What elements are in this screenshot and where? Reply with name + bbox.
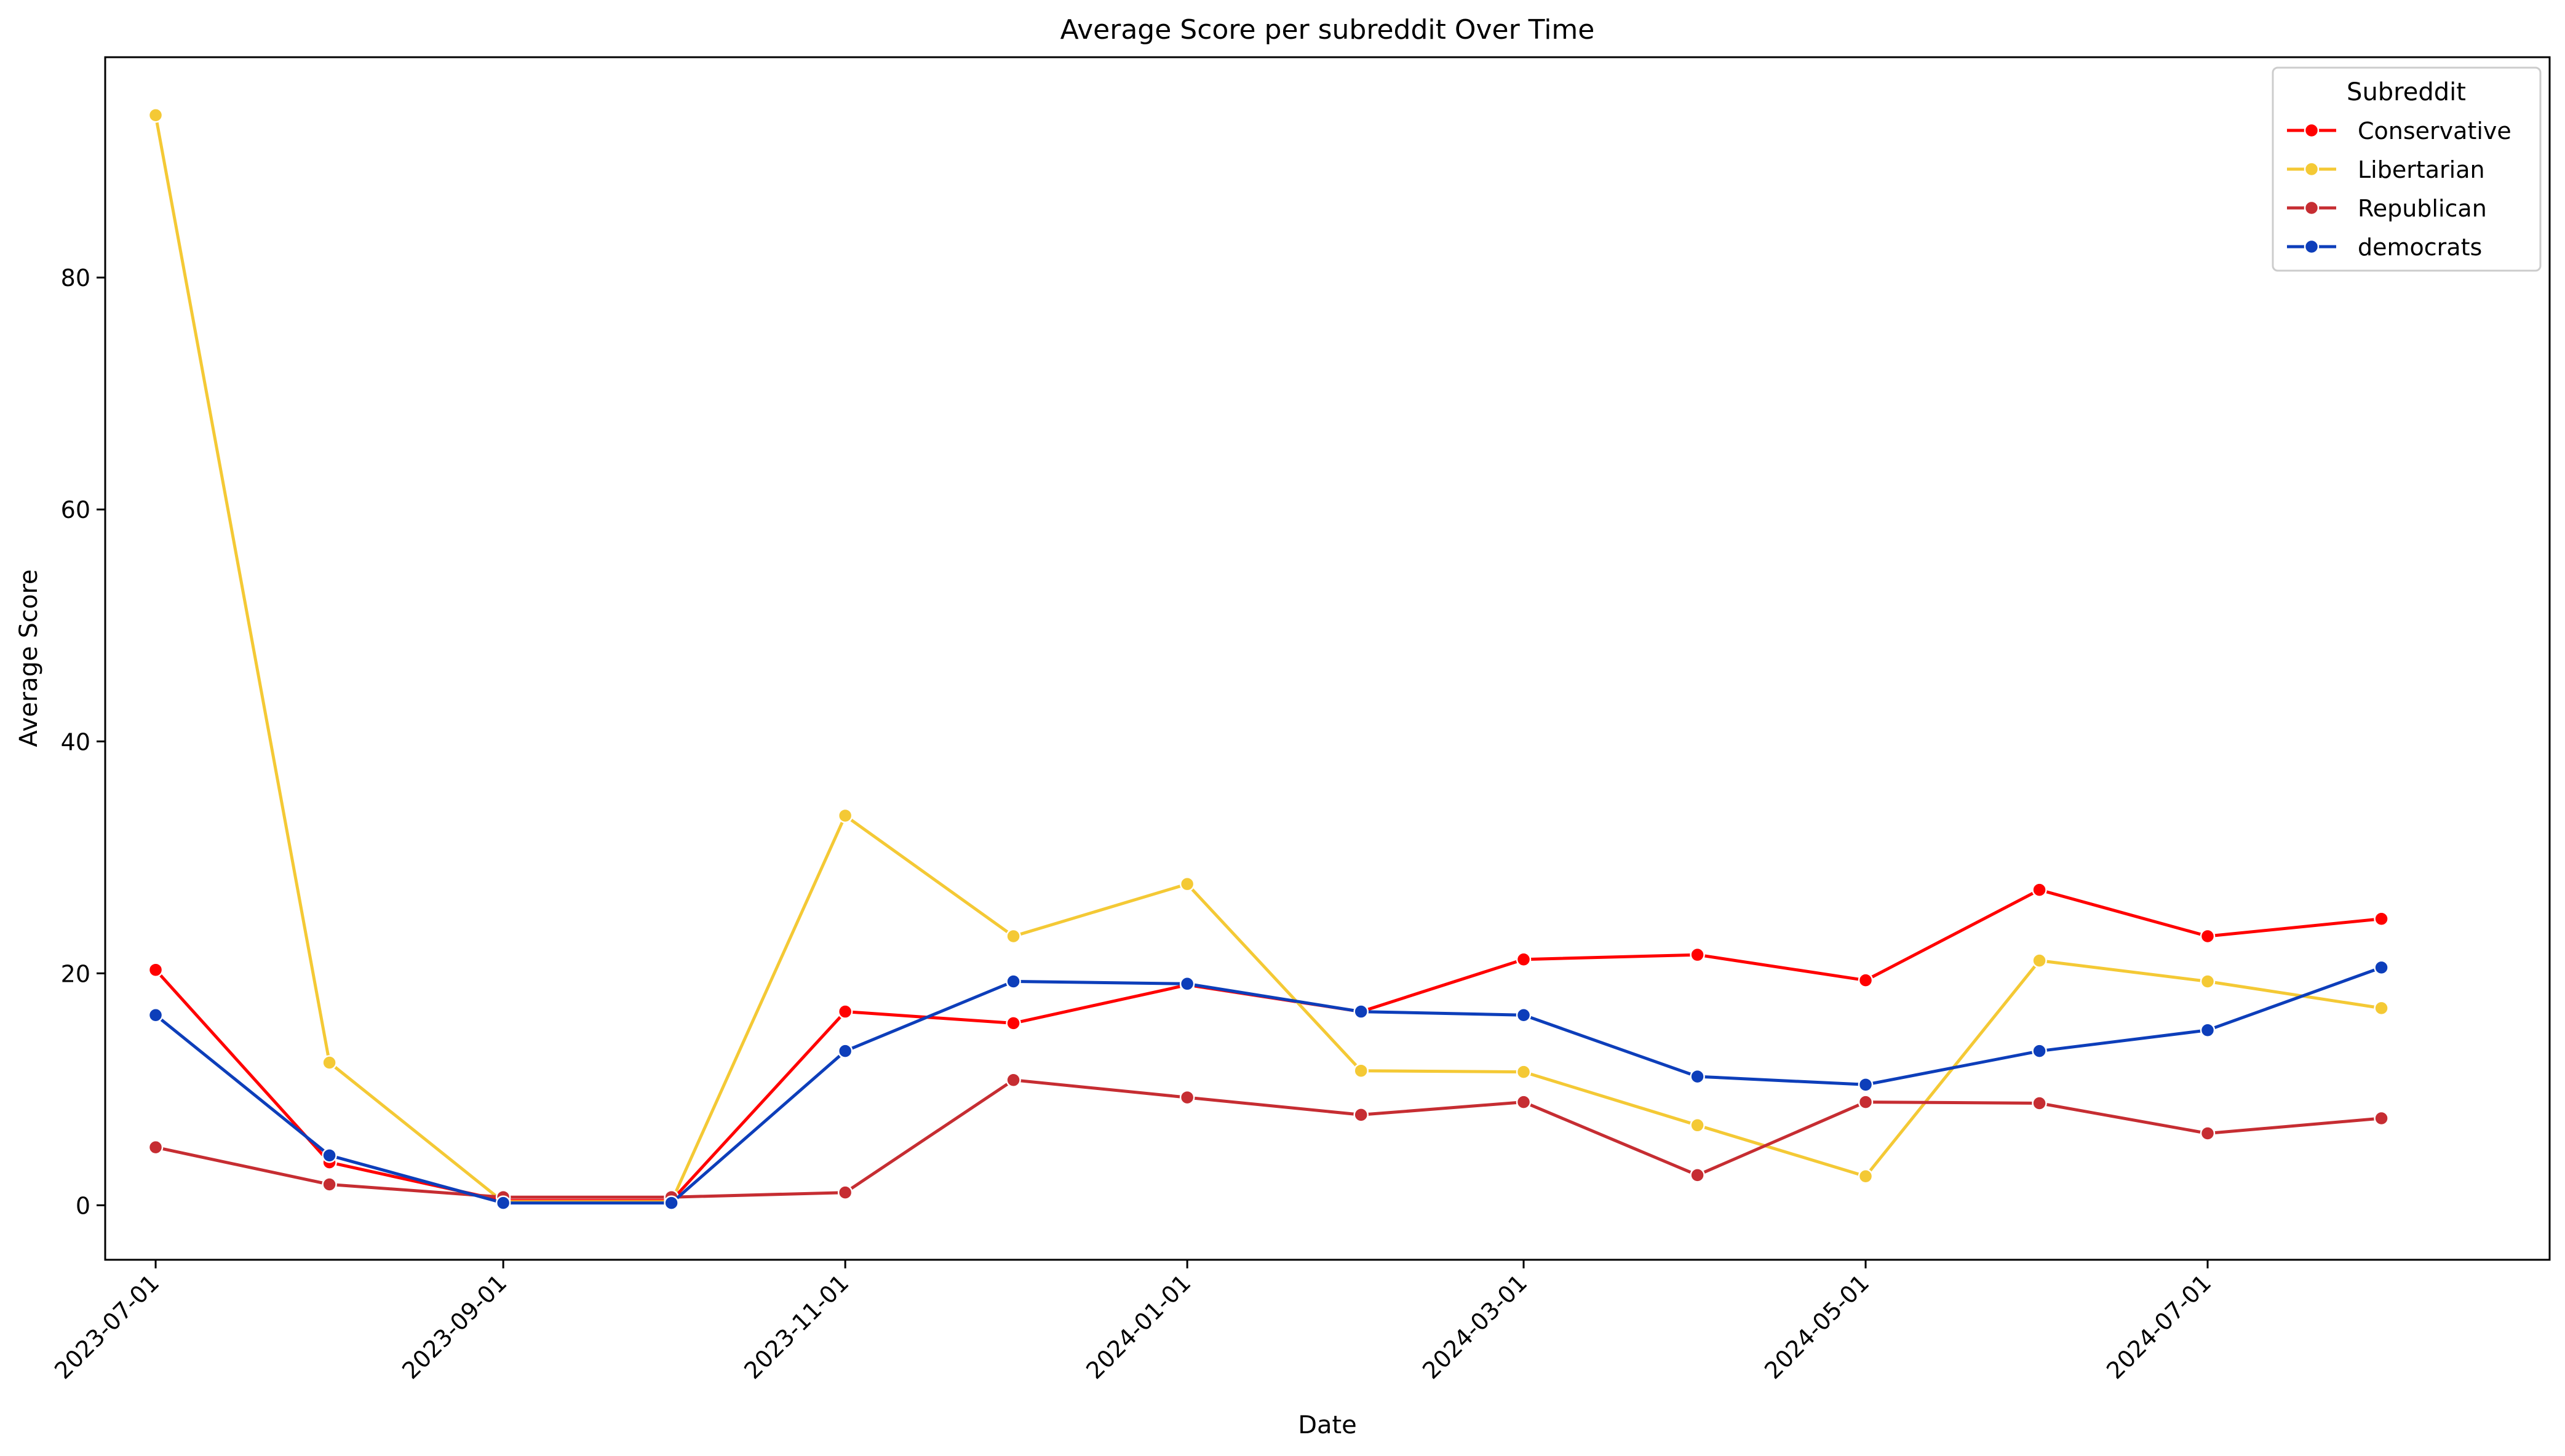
data-point-republican xyxy=(1353,1107,1369,1123)
data-point-republican xyxy=(322,1177,337,1192)
data-point-republican xyxy=(1858,1094,1874,1110)
x-axis: 2023-07-01 2023-09-01 2023-11-01 2024-01-01… xyxy=(49,1260,2216,1385)
data-point-republican xyxy=(2200,1126,2216,1141)
series-libertarian xyxy=(148,108,2389,1209)
data-point-republican xyxy=(837,1185,853,1200)
data-point-libertarian xyxy=(2374,1000,2389,1016)
series-line-republican xyxy=(155,1078,2382,1199)
data-point-democrats xyxy=(664,1195,679,1211)
data-point-republican xyxy=(1179,1089,1195,1105)
x-tick-label: 2023-11-01 xyxy=(739,1269,854,1384)
legend-frame xyxy=(2272,66,2542,272)
data-point-conservative xyxy=(1006,1016,1021,1031)
data-point-republican xyxy=(2374,1110,2389,1126)
data-point-democrats xyxy=(148,1007,164,1023)
x-tick-label: 2024-05-01 xyxy=(1759,1269,1874,1384)
x-tick-label: 2024-03-01 xyxy=(1417,1269,1532,1384)
data-point-democrats xyxy=(2374,960,2389,976)
data-point-democrats xyxy=(2200,1022,2216,1038)
data-point-libertarian xyxy=(1858,1169,1874,1184)
data-point-republican xyxy=(1006,1072,1021,1088)
data-point-libertarian xyxy=(1353,1063,1369,1078)
x-axis-label: Date xyxy=(1298,1411,1357,1439)
data-point-conservative xyxy=(1690,947,1705,963)
series-line-conservative xyxy=(154,888,2382,1203)
y-axis: 0 20 40 60 80 xyxy=(61,265,105,1219)
y-axis-label: Average Score xyxy=(15,569,43,747)
legend-label: democrats xyxy=(2358,234,2482,261)
series-layer xyxy=(148,108,2389,1211)
x-tick-label: 2024-07-01 xyxy=(2101,1269,2216,1384)
data-point-republican xyxy=(2032,1096,2047,1111)
series-line-democrats xyxy=(154,966,2382,1205)
legend-label: Republican xyxy=(2358,195,2487,222)
data-point-libertarian xyxy=(2032,953,2047,968)
y-tick-label: 80 xyxy=(61,265,90,292)
series-conservative xyxy=(148,882,2389,1209)
data-point-conservative xyxy=(2200,928,2216,944)
data-point-democrats xyxy=(322,1148,337,1163)
data-point-democrats xyxy=(1006,974,1021,989)
y-tick-label: 0 xyxy=(76,1192,90,1219)
data-point-conservative xyxy=(837,1004,853,1019)
data-point-libertarian xyxy=(1516,1064,1532,1080)
data-point-republican xyxy=(1690,1168,1705,1183)
x-tick-label: 2023-07-01 xyxy=(49,1269,164,1384)
data-point-democrats xyxy=(2032,1043,2047,1059)
data-point-libertarian xyxy=(322,1055,337,1070)
plot-frame xyxy=(104,56,2551,1261)
plot-area xyxy=(104,56,2551,1261)
y-tick-label: 40 xyxy=(61,728,90,755)
chart-title: Average Score per subreddit Over Time xyxy=(1060,14,1595,46)
data-point-democrats xyxy=(1179,976,1195,992)
legend-marker xyxy=(2304,161,2320,177)
data-point-libertarian xyxy=(1690,1118,1705,1133)
data-point-libertarian xyxy=(1006,928,1021,944)
data-point-republican xyxy=(148,1139,164,1155)
y-tick-label: 20 xyxy=(61,960,90,987)
y-tick-label: 60 xyxy=(61,496,90,523)
series-democrats xyxy=(148,960,2389,1211)
data-point-conservative xyxy=(1858,973,1874,988)
legend-title: Subreddit xyxy=(2347,78,2466,106)
data-point-democrats xyxy=(1858,1077,1874,1092)
legend-item-conservative: Conservative xyxy=(2287,117,2511,145)
data-point-democrats xyxy=(837,1043,853,1059)
data-point-democrats xyxy=(1353,1004,1369,1019)
data-point-libertarian xyxy=(1179,876,1195,892)
data-point-conservative xyxy=(2374,911,2389,926)
legend-label: Conservative xyxy=(2358,117,2511,145)
legend: Subreddit Conservative Libertarian Republi… xyxy=(2272,66,2542,272)
legend-item-republican: Republican xyxy=(2287,195,2487,222)
legend-item-democrats: democrats xyxy=(2287,234,2482,261)
data-point-libertarian xyxy=(148,108,164,123)
x-tick-label: 2024-01-01 xyxy=(1081,1269,1196,1384)
legend-marker xyxy=(2304,239,2320,255)
data-point-republican xyxy=(1516,1094,1532,1110)
series-republican xyxy=(148,1072,2389,1205)
data-point-democrats xyxy=(1690,1068,1705,1084)
series-line-libertarian xyxy=(154,114,2382,1204)
data-point-democrats xyxy=(1516,1007,1532,1023)
data-point-conservative xyxy=(2032,882,2047,897)
legend-label: Libertarian xyxy=(2358,156,2485,183)
data-point-libertarian xyxy=(837,808,853,824)
data-point-democrats xyxy=(495,1195,511,1211)
legend-marker xyxy=(2304,200,2320,216)
legend-marker xyxy=(2304,122,2320,138)
data-point-conservative xyxy=(1516,952,1532,967)
x-tick-label: 2023-09-01 xyxy=(397,1269,512,1384)
data-point-conservative xyxy=(148,962,164,977)
data-point-libertarian xyxy=(2200,974,2216,989)
legend-item-libertarian: Libertarian xyxy=(2287,156,2485,183)
